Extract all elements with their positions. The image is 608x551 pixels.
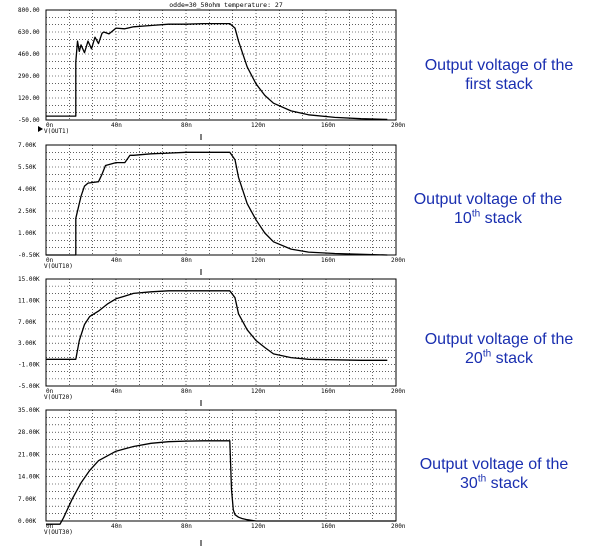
signal-name-label: V(OUT20) bbox=[44, 394, 73, 401]
plot-frame bbox=[45, 144, 397, 256]
y-tick-label: 2.50K bbox=[18, 208, 36, 215]
x-tick-label: 160n bbox=[321, 122, 336, 129]
stack-number: 30 bbox=[460, 475, 478, 492]
ordinal-suffix: th bbox=[477, 473, 487, 485]
x-tick-label: 160n bbox=[321, 523, 336, 530]
x-tick-label: 80n bbox=[181, 257, 192, 264]
plot-title: odde=30_50ohm temperature: 27 bbox=[169, 1, 283, 9]
x-tick-label: 80n bbox=[181, 122, 192, 129]
y-tick-label: -50.00 bbox=[18, 117, 40, 124]
waveform-trace bbox=[46, 151, 388, 256]
stack-word: stack bbox=[491, 350, 533, 367]
caption-first-stack: Output voltage of the first stack bbox=[404, 56, 594, 94]
y-tick-label: 7.00K bbox=[18, 319, 36, 326]
x-tick-label: 160n bbox=[321, 388, 336, 395]
waveform-plot-2: 7.00K 5.50K 4.00K 2.50K 1.00K -0.50K 0n 40n 80n 1… bbox=[18, 142, 406, 275]
y-tick-label: -0.50K bbox=[18, 252, 40, 259]
ordinal-suffix: th bbox=[482, 348, 492, 360]
plot-frame bbox=[45, 9, 397, 121]
stack-word: stack bbox=[480, 210, 522, 227]
y-tick-label: 3.00K bbox=[18, 340, 36, 347]
caption-line-1: Output voltage of the bbox=[424, 57, 574, 74]
y-tick-label: 4.00K bbox=[18, 186, 36, 193]
plot-frame bbox=[45, 409, 397, 522]
y-tick-label: 11.00K bbox=[18, 297, 40, 304]
x-tick-label: 160n bbox=[321, 257, 336, 264]
y-tick-label: 14.00K bbox=[18, 474, 40, 481]
caption-line-1: Output voltage of the bbox=[419, 456, 569, 473]
y-tick-label: 7.00K bbox=[18, 142, 36, 149]
waveform-trace bbox=[46, 22, 388, 121]
cursor-arrow-icon bbox=[38, 126, 43, 132]
y-tick-label: 28.00K bbox=[18, 429, 40, 436]
x-tick-label: 0n bbox=[46, 257, 54, 264]
y-tick-label: 120.00 bbox=[18, 95, 40, 102]
caption-line-2: first stack bbox=[465, 76, 533, 93]
x-tick-label: 200n bbox=[391, 523, 406, 530]
y-tick-label: 35.00K bbox=[18, 407, 40, 414]
x-tick-label: 0n bbox=[46, 122, 54, 129]
caption-line-1: Output voltage of the bbox=[413, 191, 563, 208]
plot-frame bbox=[45, 278, 397, 387]
caption-30th-stack: Output voltage of the 30th stack bbox=[399, 455, 589, 493]
waveform-plot-1: 800.00 630.00 460.00 290.00 120.00 -50.00 0n 40… bbox=[18, 7, 406, 140]
x-tick-label: 120n bbox=[251, 257, 266, 264]
y-tick-label: 630.00 bbox=[18, 29, 40, 36]
x-tick-label: 200n bbox=[391, 122, 406, 129]
y-tick-label: 1.00K bbox=[18, 230, 36, 237]
caption-line-1: Output voltage of the bbox=[424, 331, 574, 348]
y-tick-label: 800.00 bbox=[18, 7, 40, 14]
waveform-plot-4: 35.00K 28.00K 21.00K 14.00K 7.00K 0.00K 0n 40n 8… bbox=[18, 407, 406, 546]
y-tick-label: 15.00K bbox=[18, 276, 40, 283]
stack-number: 10 bbox=[454, 210, 472, 227]
y-tick-label: 0.00K bbox=[18, 518, 36, 525]
waveform-plot-3: 15.00K 11.00K 7.00K 3.00K -1.00K -5.00K 0n 40n 8… bbox=[18, 276, 406, 406]
signal-name-label: V(OUT1) bbox=[44, 128, 69, 135]
caption-line-2: 30th stack bbox=[399, 474, 589, 493]
x-tick-label: 120n bbox=[251, 388, 266, 395]
waveform-trace bbox=[46, 440, 396, 525]
y-tick-label: 460.00 bbox=[18, 51, 40, 58]
x-tick-label: 80n bbox=[181, 523, 192, 530]
x-tick-label: 40n bbox=[111, 523, 122, 530]
caption-10th-stack: Output voltage of the 10th stack bbox=[393, 190, 583, 228]
x-tick-label: 40n bbox=[111, 257, 122, 264]
caption-20th-stack: Output voltage of the 20th stack bbox=[404, 330, 594, 368]
x-tick-label: 40n bbox=[111, 122, 122, 129]
signal-name-label: V(OUT10) bbox=[44, 263, 73, 270]
stack-word: stack bbox=[486, 475, 528, 492]
x-tick-label: 0n bbox=[46, 523, 54, 530]
x-tick-label: 200n bbox=[391, 257, 406, 264]
x-tick-label: 120n bbox=[251, 122, 266, 129]
y-tick-label: 290.00 bbox=[18, 73, 40, 80]
x-tick-label: 0n bbox=[46, 388, 54, 395]
waveform-trace bbox=[46, 290, 388, 361]
x-tick-label: 80n bbox=[181, 388, 192, 395]
caption-line-2: 10th stack bbox=[393, 209, 583, 228]
y-tick-label: 5.50K bbox=[18, 164, 36, 171]
x-tick-label: 120n bbox=[251, 523, 266, 530]
y-tick-label: -1.00K bbox=[18, 362, 40, 369]
ordinal-suffix: th bbox=[471, 208, 481, 220]
caption-line-2: 20th stack bbox=[404, 349, 594, 368]
stack-number: 20 bbox=[465, 350, 483, 367]
y-tick-label: -5.00K bbox=[18, 383, 40, 390]
x-tick-label: 40n bbox=[111, 388, 122, 395]
x-tick-label: 200n bbox=[391, 388, 406, 395]
signal-name-label: V(OUT30) bbox=[44, 529, 73, 536]
y-tick-label: 7.00K bbox=[18, 496, 36, 503]
y-tick-label: 21.00K bbox=[18, 451, 40, 458]
